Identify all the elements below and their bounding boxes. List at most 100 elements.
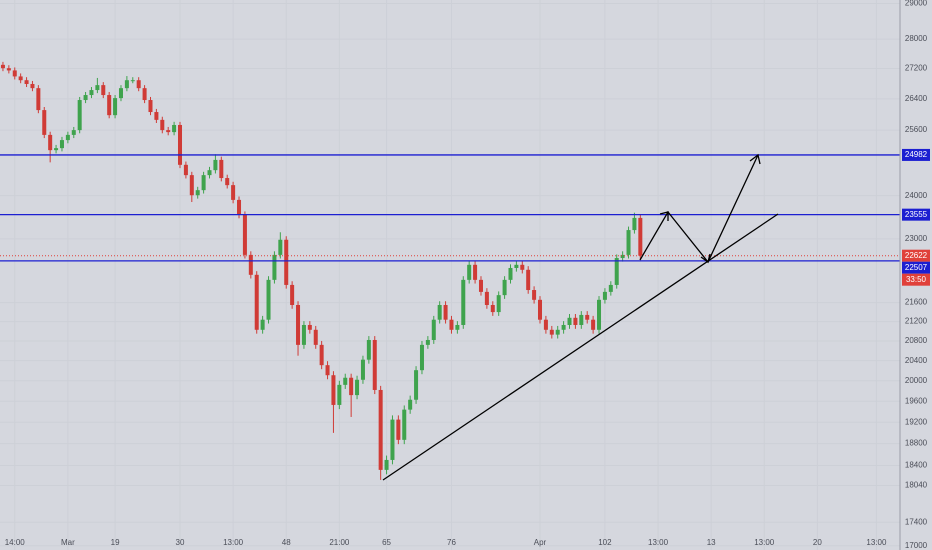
candle-body — [591, 319, 596, 330]
candle-body — [449, 319, 454, 330]
x-tick-label: 14:00 — [5, 538, 26, 547]
candle-body — [136, 80, 141, 89]
candle-body — [30, 83, 35, 89]
candle-body — [319, 344, 324, 366]
y-tick-label: 20400 — [905, 356, 928, 365]
candle-body — [425, 339, 430, 345]
candle-body — [36, 88, 41, 111]
y-tick-label: 19600 — [905, 396, 928, 405]
candle-body — [118, 88, 123, 99]
candle-body — [520, 264, 525, 270]
candle-body — [284, 239, 289, 285]
candle-body — [231, 185, 236, 200]
candle-body — [154, 112, 159, 120]
candle-body — [301, 324, 306, 345]
x-tick-label: 30 — [176, 538, 185, 547]
candle-body — [349, 377, 354, 396]
candle-body — [467, 264, 472, 280]
countdown-label: 33:50 — [906, 275, 927, 284]
x-tick-label: Apr — [534, 538, 547, 547]
arrow-head — [749, 153, 761, 165]
price-label: 22507 — [905, 263, 928, 272]
candle-body — [378, 389, 383, 470]
candle-body — [632, 217, 637, 231]
candle-body — [325, 365, 330, 376]
forecast-path — [639, 154, 759, 264]
price-label-bg — [902, 261, 930, 274]
candle-body — [414, 370, 419, 400]
candle-body — [567, 317, 572, 325]
candle-body — [355, 379, 360, 396]
countdown-label-bg — [902, 273, 930, 286]
drawings — [382, 153, 779, 481]
candle-body — [608, 284, 613, 292]
y-tick-label: 18400 — [905, 461, 928, 470]
x-tick-label: 65 — [382, 538, 391, 547]
candle-body — [372, 339, 377, 390]
candle-body — [248, 254, 253, 275]
candle-body — [18, 76, 23, 81]
x-tick-label: Mar — [61, 538, 75, 547]
candle-body — [502, 279, 507, 296]
candle-body — [549, 329, 554, 335]
candle-body — [65, 134, 70, 141]
y-tick-label: 29000 — [905, 0, 928, 8]
candle-body — [543, 319, 548, 330]
candle-body — [390, 419, 395, 460]
candle-body — [343, 377, 348, 385]
axes: 29000 28000 27200 26400 25600 24000 23000 21600… — [5, 0, 930, 550]
candle-body — [101, 85, 106, 96]
y-tick-label: 21600 — [905, 298, 928, 307]
candle-body — [337, 384, 342, 405]
y-tick-label: 17000 — [905, 541, 928, 550]
candle-body — [213, 159, 218, 171]
y-tick-label: 24000 — [905, 191, 928, 200]
price-label-bg — [902, 148, 930, 161]
candle-body — [189, 175, 194, 196]
candle-body — [555, 329, 560, 335]
y-tick-label: 23000 — [905, 234, 928, 243]
candle-body — [148, 100, 153, 113]
candle-body — [183, 164, 188, 176]
candle-body — [195, 190, 200, 196]
y-tick-label: 18040 — [905, 481, 928, 490]
x-tick-label: 20 — [813, 538, 822, 547]
candle-body — [484, 291, 489, 305]
candle-body — [160, 119, 165, 131]
candle-body — [478, 279, 483, 292]
candle-body — [620, 254, 625, 259]
candle-body — [360, 359, 365, 380]
y-tick-label: 20800 — [905, 336, 928, 345]
candle-body — [124, 80, 129, 89]
candle-body — [278, 239, 283, 255]
candle-body — [83, 95, 88, 101]
candle-body — [6, 68, 11, 71]
candle-body — [419, 344, 424, 371]
candle-body — [107, 95, 112, 116]
candle-body — [77, 100, 82, 131]
candle-body — [254, 274, 259, 330]
y-tick-label: 20000 — [905, 376, 928, 385]
candle-body — [614, 258, 619, 285]
candle-body — [461, 279, 466, 325]
y-tick-label: 18800 — [905, 439, 928, 448]
candle-body — [443, 304, 448, 320]
candle-body — [12, 70, 17, 77]
candle-body — [237, 199, 242, 215]
price-lines — [0, 154, 900, 262]
candle-body — [130, 80, 135, 82]
price-label: 22622 — [905, 251, 928, 260]
y-tick-label: 21200 — [905, 317, 928, 326]
x-tick-label: 13:00 — [648, 538, 669, 547]
candle-body — [602, 291, 607, 300]
price-label-bg — [902, 208, 930, 221]
candle-body — [260, 319, 265, 330]
candle-body — [561, 324, 566, 330]
candle-body — [473, 264, 478, 280]
candle-body — [142, 88, 147, 101]
x-tick-label: 13:00 — [223, 538, 244, 547]
candle-body — [219, 159, 224, 179]
price-label: 23555 — [905, 210, 928, 219]
arrow-head — [700, 253, 711, 264]
